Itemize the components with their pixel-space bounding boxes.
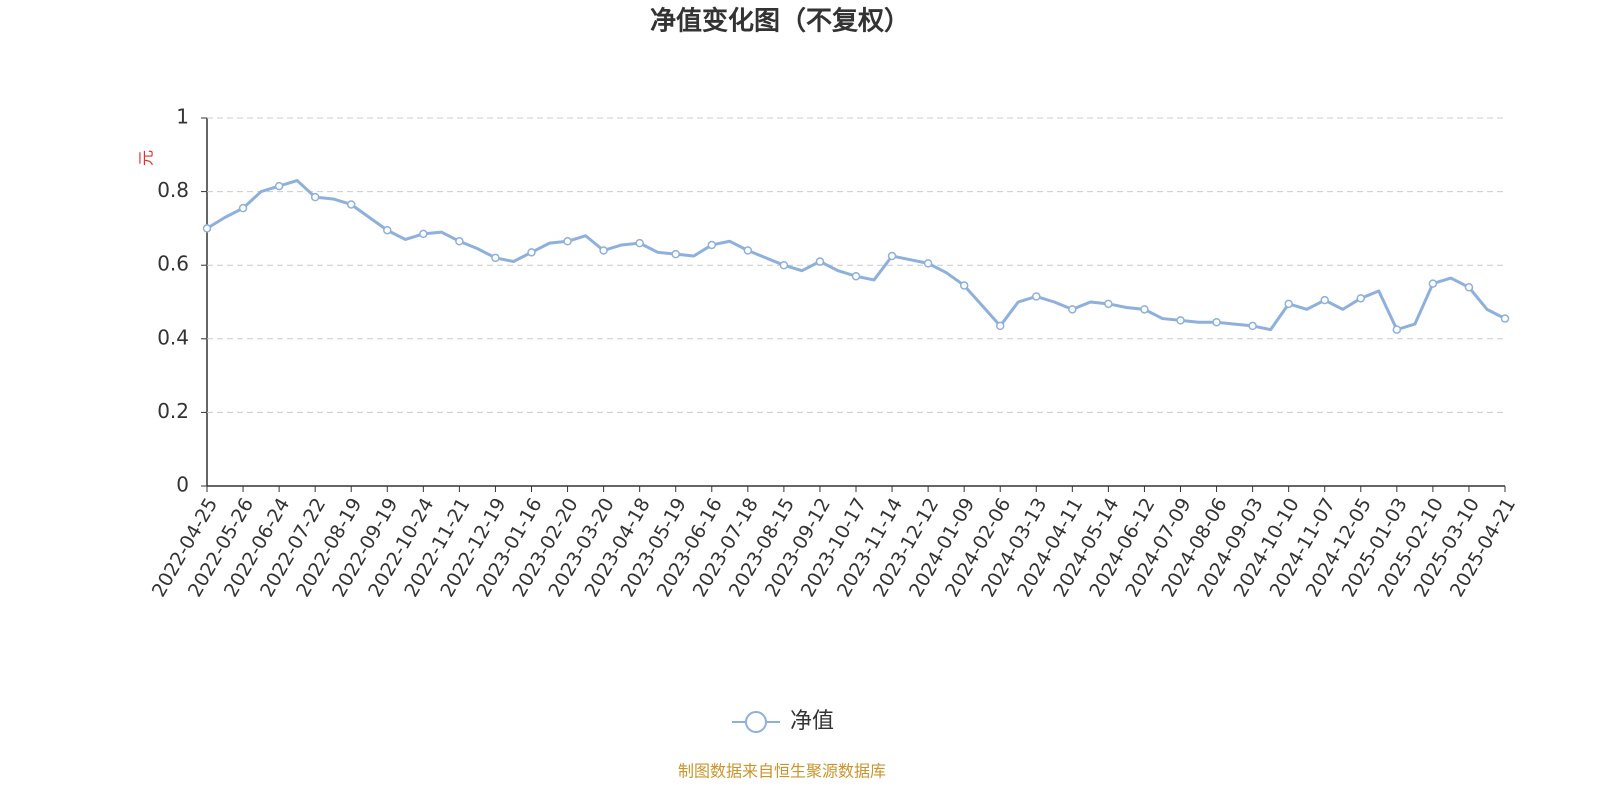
point — [274, 181, 284, 191]
y-tick-label: 0 — [176, 473, 189, 497]
point — [1500, 314, 1510, 323]
point — [1212, 317, 1221, 327]
point — [1176, 316, 1185, 325]
y-tick-label: 1 — [176, 105, 189, 129]
point — [815, 257, 825, 266]
chart-title: 净值变化图（不复权） — [650, 6, 910, 37]
footer: 制图数据来自恒生聚源数据库 — [678, 762, 886, 781]
point — [419, 229, 428, 239]
point — [1032, 292, 1041, 301]
point — [1464, 283, 1474, 292]
point — [707, 240, 717, 250]
point — [671, 249, 680, 259]
point — [1068, 305, 1077, 314]
legend-label: 净值 — [790, 709, 834, 734]
point — [959, 281, 969, 290]
legend-marker — [745, 711, 767, 733]
point — [202, 224, 212, 233]
point — [887, 251, 897, 261]
y-tick-label: 0.4 — [157, 325, 189, 349]
point — [455, 237, 464, 246]
point — [563, 237, 572, 246]
series-line — [206, 179, 1506, 332]
point — [238, 203, 248, 213]
point — [995, 321, 1005, 331]
point — [851, 271, 861, 281]
point — [1104, 299, 1113, 309]
y-axis-label: 元 — [137, 150, 156, 166]
point — [1320, 295, 1329, 305]
point — [527, 248, 536, 257]
point — [383, 225, 392, 235]
point — [599, 246, 608, 255]
point — [310, 192, 320, 202]
point — [1140, 305, 1149, 314]
point — [779, 260, 789, 270]
point — [1284, 299, 1293, 309]
point — [1248, 321, 1257, 331]
point — [1356, 294, 1366, 303]
point — [743, 246, 753, 255]
point — [923, 259, 933, 268]
y-tick-label: 0.2 — [157, 399, 189, 423]
point — [1428, 279, 1438, 288]
point — [635, 238, 644, 248]
y-tick-label: 0.6 — [157, 252, 189, 276]
y-tick-label: 0.8 — [157, 178, 189, 202]
point — [346, 200, 356, 209]
point — [491, 253, 500, 263]
point — [1392, 325, 1402, 334]
